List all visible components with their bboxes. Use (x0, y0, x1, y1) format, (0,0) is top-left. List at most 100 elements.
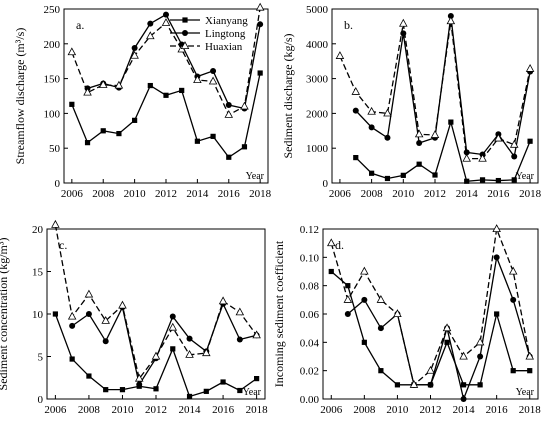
data-point (118, 300, 127, 309)
data-point (414, 129, 424, 138)
panel-label: b. (344, 18, 353, 32)
data-point (98, 80, 108, 88)
series-line (71, 302, 257, 387)
data-point (84, 289, 94, 298)
data-point (116, 130, 122, 137)
y-tick-label: 150 (44, 74, 61, 86)
data-point (384, 175, 391, 182)
data-point (479, 177, 486, 183)
data-point (384, 134, 391, 141)
legend-marker (180, 41, 190, 49)
y-tick-label: 2000 (306, 108, 329, 120)
data-point (351, 86, 361, 95)
x-tick-label: 2008 (92, 188, 115, 200)
legend-marker (182, 30, 188, 36)
data-point (161, 18, 171, 26)
data-point (494, 133, 503, 142)
x-tick-label: 2018 (249, 188, 272, 200)
series-huaxian (67, 2, 265, 118)
data-point (69, 101, 75, 107)
data-point (202, 348, 211, 357)
y-tick-label: 10 (32, 309, 44, 321)
x-tick-label: 2018 (519, 188, 542, 200)
data-point (100, 128, 106, 134)
data-point (69, 356, 75, 362)
data-point (134, 373, 144, 382)
data-point (525, 351, 535, 360)
data-point (257, 21, 264, 28)
data-point (67, 47, 77, 56)
data-point (210, 67, 217, 74)
y-tick-label: 0.06 (300, 309, 320, 321)
data-point (427, 381, 434, 388)
data-point (430, 130, 440, 138)
series-xianyang (52, 311, 260, 400)
data-point (151, 351, 161, 360)
data-point (361, 339, 367, 345)
plot-frame (46, 228, 266, 400)
data-point (102, 338, 109, 345)
data-point (477, 382, 483, 388)
chart-panel-1: 2006 2008 2010 2012 2014 2016 2018 0 50 100 150 200… (13, 2, 272, 200)
x-tick-label: 2006 (61, 188, 84, 200)
data-point (510, 368, 516, 374)
data-point (378, 368, 384, 374)
x-axis-label: Year (516, 171, 535, 182)
x-tick-label: 2008 (361, 188, 384, 200)
x-tick-label: 2012 (420, 404, 442, 416)
x-tick-label: 2010 (111, 404, 134, 416)
data-point (240, 101, 249, 110)
y-tick-label: 200 (44, 39, 61, 51)
data-point (235, 307, 245, 316)
data-point (226, 154, 232, 160)
y-tick-label: 250 (44, 4, 61, 16)
y-tick-label: 5000 (306, 4, 329, 16)
data-point (447, 12, 454, 19)
x-tick-label: 2008 (78, 404, 101, 416)
data-point (194, 138, 200, 144)
x-tick-label: 2014 (456, 188, 479, 200)
data-point (492, 224, 501, 232)
data-point (460, 382, 467, 388)
data-point (85, 311, 92, 317)
x-tick-label: 2010 (124, 188, 147, 200)
x-axis-label: Year (516, 387, 535, 398)
data-point (462, 153, 471, 162)
data-point (83, 87, 92, 96)
x-tick-label: 2012 (424, 188, 446, 200)
y-tick-label: 0.00 (300, 394, 320, 406)
y-tick-label: 1000 (306, 143, 329, 155)
data-point (494, 311, 500, 317)
series-lingtong (69, 300, 260, 388)
data-point (394, 382, 401, 388)
data-point (510, 296, 517, 303)
data-point (179, 87, 185, 94)
data-point (69, 322, 76, 329)
series-line (330, 226, 531, 387)
data-point (352, 107, 359, 114)
data-point (169, 313, 176, 320)
data-point (241, 144, 248, 150)
y-axis-label: Incoming sediment coefficient (272, 240, 286, 387)
data-point (218, 296, 228, 305)
x-axis-label: Year (243, 387, 262, 398)
data-point (446, 16, 456, 25)
y-tick-label: 3000 (306, 74, 329, 86)
data-point (147, 20, 154, 27)
x-tick-label: 2014 (186, 188, 209, 200)
panel-label: c. (59, 238, 67, 252)
x-tick-label: 2016 (218, 188, 241, 200)
data-point (383, 108, 392, 117)
x-tick-label: 2010 (386, 404, 409, 416)
x-tick-label: 2012 (145, 404, 167, 416)
data-point (416, 139, 423, 146)
data-point (185, 349, 194, 358)
x-tick-label: 2012 (155, 188, 177, 200)
chart-panel-3: 2006 2008 2010 2012 2014 2016 2018 0 5 10 15 20 Sedi… (0, 219, 268, 416)
data-point (343, 294, 353, 303)
data-point (511, 177, 517, 183)
panel-label: a. (76, 18, 84, 32)
data-point (459, 351, 468, 360)
data-point (448, 119, 454, 125)
data-point (525, 64, 535, 72)
